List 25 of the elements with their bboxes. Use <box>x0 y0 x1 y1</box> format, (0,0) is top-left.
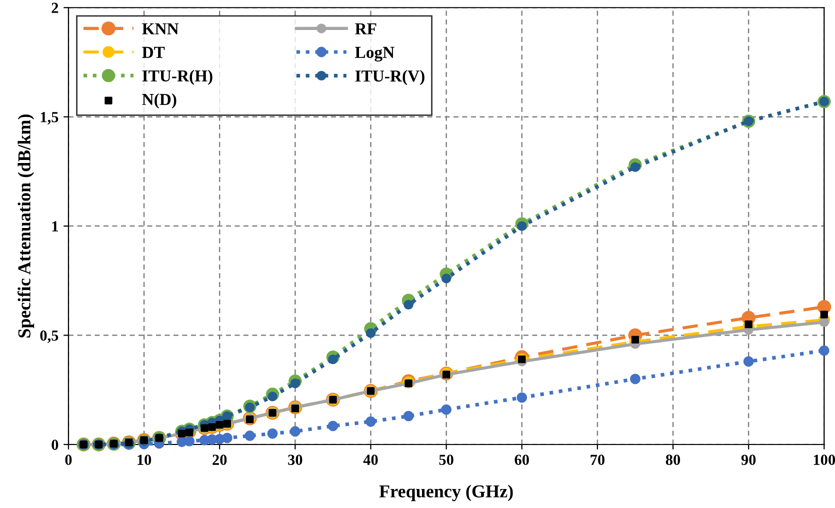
x-tick-label: 90 <box>741 454 756 465</box>
x-tick-label: 0 <box>65 454 72 465</box>
x-tick-label: 20 <box>212 454 227 465</box>
x-tick-label: 100 <box>814 454 835 465</box>
x-axis-title: Frequency (GHz) <box>379 484 513 502</box>
legend-label: ITU-R(H) <box>142 70 212 85</box>
y-tick-label: 1,5 <box>40 112 58 125</box>
legend-label: LogN <box>355 46 394 62</box>
x-tick-label: 50 <box>439 454 454 465</box>
x-tick-label: 80 <box>666 454 680 465</box>
x-tick-label: 60 <box>514 454 529 465</box>
y-tick-label: 1 <box>52 221 58 232</box>
legend-label: ITU-R(V) <box>355 70 424 86</box>
legend-label: DT <box>142 46 165 58</box>
legend-label: N(D) <box>142 93 176 108</box>
legend-label: KNN <box>142 23 179 34</box>
y-tick-label: 0 <box>52 440 58 450</box>
y-tick-label: 0,5 <box>40 330 58 343</box>
legend-label: RF <box>355 23 376 34</box>
y-tick-label: 2 <box>52 2 58 13</box>
x-tick-label: 30 <box>288 454 302 465</box>
x-tick-label: 70 <box>590 454 604 465</box>
y-axis-title: Specific Attenuation (dB/km) <box>18 114 34 338</box>
x-tick-label: 40 <box>363 454 378 465</box>
x-tick-label: 10 <box>138 454 152 465</box>
